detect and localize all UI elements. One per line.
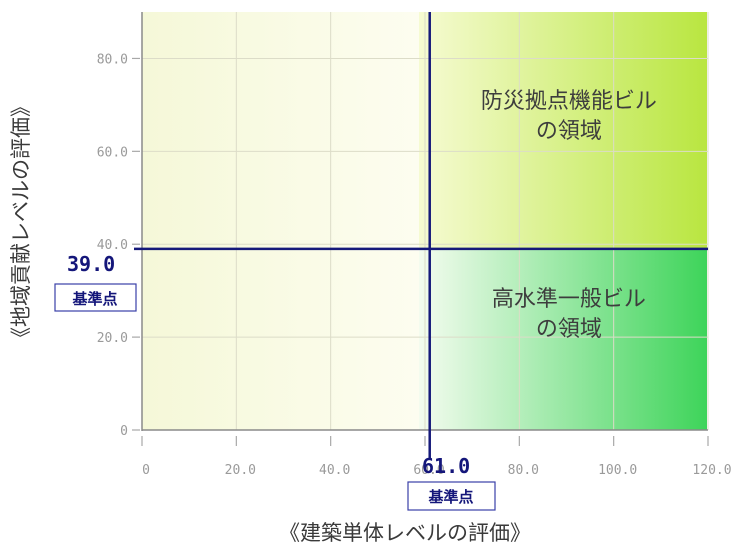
- x-axis-title: 《建築単体レベルの評価》: [279, 521, 531, 545]
- reference-y-caption: 基準点: [71, 290, 117, 308]
- y-tick-label: 40.0: [97, 238, 128, 253]
- region-label-line: の領域: [536, 317, 602, 342]
- left-region: [142, 12, 419, 430]
- y-tick-label: 20.0: [97, 331, 128, 346]
- region-label-line: の領域: [536, 119, 602, 144]
- horizontal-gridlines: [142, 57, 708, 338]
- y-tick-label: 60.0: [97, 145, 128, 160]
- x-axis-ticks: 0 20.0 40.0 60.0 80.0 100.0 120.0: [141, 436, 732, 478]
- reference-x-caption: 基準点: [427, 488, 473, 506]
- vertical-gridlines: [235, 12, 709, 430]
- bottom-right-region: [419, 249, 707, 430]
- top-right-region: [419, 12, 707, 249]
- x-tick-label: 100.0: [598, 463, 637, 478]
- x-tick-label: 120.0: [692, 463, 731, 478]
- x-tick-label: 40.0: [319, 463, 350, 478]
- y-tick-label: 0: [120, 424, 128, 439]
- x-tick-label: 80.0: [508, 463, 539, 478]
- y-tick-label: 80.0: [97, 52, 128, 67]
- y-axis-title: 《地域貢献レベルの評価》: [9, 96, 33, 348]
- region-label-line: 防災拠点機能ビル: [481, 89, 657, 114]
- x-tick-label: 0: [142, 463, 150, 478]
- reference-y-value: 39.0: [67, 252, 115, 276]
- reference-y-caption-box: [54, 283, 137, 312]
- reference-x-value: 61.0: [422, 454, 470, 478]
- x-tick-label: 60.0: [413, 463, 444, 478]
- x-tick-label: 20.0: [225, 463, 256, 478]
- reference-x-caption-box: [407, 481, 496, 511]
- y-axis-ticks: 0 20.0 40.0 60.0 80.0: [97, 52, 140, 439]
- region-label-line: 高水準一般ビル: [492, 287, 646, 312]
